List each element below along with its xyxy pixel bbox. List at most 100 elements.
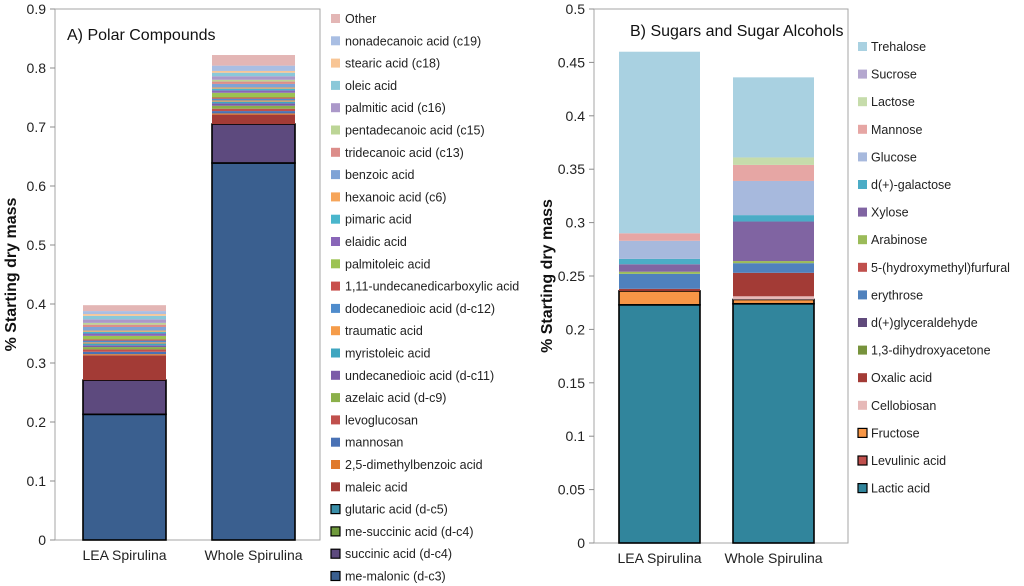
y-tick-label: 0.1: [566, 428, 586, 444]
bar-segment-2-5-dimethylbenzoic-acid-lea-spirulina: [83, 354, 166, 356]
legend-swatch-sucrose: [858, 69, 867, 79]
bar-segment-mannosan-lea-spirulina: [83, 351, 166, 355]
chart-title: A) Polar Compounds: [67, 27, 216, 44]
y-tick-label: 0.7: [27, 119, 47, 135]
legend-label-fructose: Fructose: [871, 426, 920, 440]
bar-segment-dodecanedioic-acid-d-c12-lea-spirulina: [83, 340, 166, 343]
panel-b-sugars: 0 0.05 0.1 0.15 0.2 0.25 0.3 0.35 0.4 0.45 0.5 % St…: [539, 1, 1010, 566]
bar-segment-tridecanoic-acid-c13-whole-spirulina: [212, 81, 295, 84]
bar-segment-myristoleic-acid-lea-spirulina: [83, 343, 166, 346]
legend-label-sucrose: Sucrose: [871, 68, 917, 82]
bar-segment-azelaic-acid-d-c9-whole-spirulina: [212, 105, 295, 109]
legend-label-benzoic-acid: benzoic acid: [345, 168, 415, 182]
legend-swatch-lactic-acid: [857, 483, 868, 494]
legend-label-trehalose: Trehalose: [871, 40, 926, 54]
bar-segment-maleic-acid-lea-spirulina: [83, 355, 166, 381]
y-tick-label: 0.2: [27, 414, 47, 430]
y-tick-label: 0.5: [566, 1, 586, 17]
bar-segment-pimaric-acid-whole-spirulina: [212, 88, 295, 91]
y-tick-label: 0.35: [558, 161, 585, 177]
bar-segment-benzoic-acid-whole-spirulina: [212, 83, 295, 88]
legend-label-d-galactose: d(+)-galactose: [871, 178, 951, 192]
bar-segment-fructose-whole-spirulina: [732, 298, 815, 305]
legend-label-mannosan: mannosan: [345, 436, 403, 450]
legend-swatch-undecanedioic-acid-d-c11: [331, 370, 340, 380]
legend-swatch-benzoic-acid: [331, 170, 340, 180]
legend-swatch-d-glyceraldehyde: [858, 318, 867, 327]
bar-segment-azelaic-acid-d-c9-lea-spirulina: [83, 347, 166, 350]
y-tick-label: 0.2: [566, 321, 586, 337]
legend-label-hexanoic-acid-c6: hexanoic acid (c6): [345, 190, 446, 204]
legend-label-maleic-acid: maleic acid: [345, 480, 408, 494]
legend-label-mannose: Mannose: [871, 123, 922, 137]
legend-swatch-levoglucosan: [331, 415, 340, 425]
bar-segment-tridecanoic-acid-c13-lea-spirulina: [83, 324, 166, 328]
legend-label-erythrose: erythrose: [871, 288, 923, 302]
bar-segment-cellobiosan-whole-spirulina: [733, 296, 814, 300]
legend-swatch-pimaric-acid: [331, 214, 340, 224]
bar-segment-d-galactose-whole-spirulina: [733, 215, 814, 222]
legend-label-1-11-undecanedicarboxylic-acid: 1,11-undecanedicarboxylic acid: [345, 280, 519, 294]
legend-swatch-palmitoleic-acid: [331, 259, 340, 269]
legend-label-dodecanedioic-acid-d-c12: dodecanedioic acid (d-c12): [345, 302, 495, 316]
legend-label-2-5-dimethylbenzoic-acid: 2,5-dimethylbenzoic acid: [345, 458, 483, 472]
bar-segment-succinic-acid-d-c4-lea-spirulina: [82, 379, 167, 416]
y-tick-label: 0.8: [27, 60, 47, 76]
legend-label-palmitic-acid-c16: palmitic acid (c16): [345, 101, 446, 115]
bar-segment-other-whole-spirulina: [212, 55, 295, 66]
legend-swatch-pentadecanoic-acid-c15: [331, 125, 340, 135]
bar-segment-xylose-lea-spirulina: [619, 264, 700, 272]
legend-label-d-glyceraldehyde: d(+)glyceraldehyde: [871, 316, 978, 330]
legend-label-levoglucosan: levoglucosan: [345, 413, 418, 427]
y-tick-label: 0.25: [558, 268, 585, 284]
bar-segment-dodecanedioic-acid-d-c12-whole-spirulina: [212, 98, 295, 101]
bar-segment-trehalose-lea-spirulina: [619, 51, 700, 234]
legend-label-undecanedioic-acid-d-c11: undecanedioic acid (d-c11): [345, 369, 494, 383]
legend-swatch-myristoleic-acid: [331, 348, 340, 358]
y-tick-label: 0.9: [27, 1, 47, 17]
bar-segment-pimaric-acid-lea-spirulina: [83, 331, 166, 334]
legend-swatch-tridecanoic-acid-c13: [331, 147, 340, 157]
legend-swatch-fructose: [857, 427, 868, 438]
bar-segment-1-11-undecanedicarboxylic-acid-whole-spirulina: [212, 97, 295, 99]
legend-label-other: Other: [345, 12, 376, 26]
bar-segment-levoglucosan-lea-spirulina: [83, 349, 166, 352]
legend-swatch-traumatic-acid: [331, 326, 340, 336]
legend-swatch-1-11-undecanedicarboxylic-acid: [331, 281, 340, 291]
legend-label-lactic-acid: Lactic acid: [871, 482, 930, 496]
legend-swatch-oxalic-acid: [858, 373, 867, 383]
y-tick-label: 0.3: [27, 355, 47, 371]
bar-segment-nonadecanoic-acid-c19-lea-spirulina: [83, 311, 166, 315]
x-category-label: LEA Spirulina: [617, 550, 701, 566]
legend-swatch-levulinic-acid: [857, 455, 868, 466]
legend-label-me-succinic-acid-d-c4: me-succinic acid (d-c4): [345, 525, 474, 539]
bar-segment-mannosan-whole-spirulina: [212, 111, 295, 114]
legend-swatch-elaidic-acid: [331, 237, 340, 246]
legend-swatch-1-3-dihydroxyacetone: [858, 345, 867, 355]
legend-swatch-succinic-acid-d-c4: [330, 548, 341, 559]
legend-label-pimaric-acid: pimaric acid: [345, 213, 412, 227]
legend-label-myristoleic-acid: myristoleic acid: [345, 347, 430, 361]
y-tick-label: 0.4: [566, 108, 586, 124]
legend-swatch-palmitic-acid-c16: [331, 103, 340, 113]
bar-segment-undecanedioic-acid-d-c11-lea-spirulina: [83, 345, 166, 348]
bar-segment-maleic-acid-whole-spirulina: [212, 114, 295, 125]
y-axis-label: % Starting dry mass: [3, 197, 20, 351]
legend-swatch-azelaic-acid-d-c9: [331, 393, 340, 403]
legend-label-traumatic-acid: traumatic acid: [345, 324, 423, 338]
legend-label-me-malonic-d-c3: me-malonic (d-c3): [345, 570, 446, 584]
legend-label-tridecanoic-acid-c13: tridecanoic acid (c13): [345, 146, 464, 160]
bar-segment-erythrose-whole-spirulina: [733, 263, 814, 273]
plot-area-frame: [54, 8, 321, 541]
bar-segment-lactic-acid-lea-spirulina: [618, 304, 701, 544]
y-tick-label: 0.3: [566, 215, 586, 231]
bar-segment-other-lea-spirulina: [83, 305, 166, 312]
bar-segment-me-malonic-d-c3-lea-spirulina: [82, 413, 167, 541]
legend-label-glutaric-acid-d-c5: glutaric acid (d-c5): [345, 503, 448, 517]
legend-swatch-arabinose: [858, 235, 867, 245]
bar-segment-stearic-acid-c18-lea-spirulina: [83, 314, 166, 316]
x-category-label: LEA Spirulina: [82, 547, 166, 563]
legend-swatch-me-malonic-d-c3: [330, 570, 341, 582]
legend-label-levulinic-acid: Levulinic acid: [871, 454, 946, 468]
